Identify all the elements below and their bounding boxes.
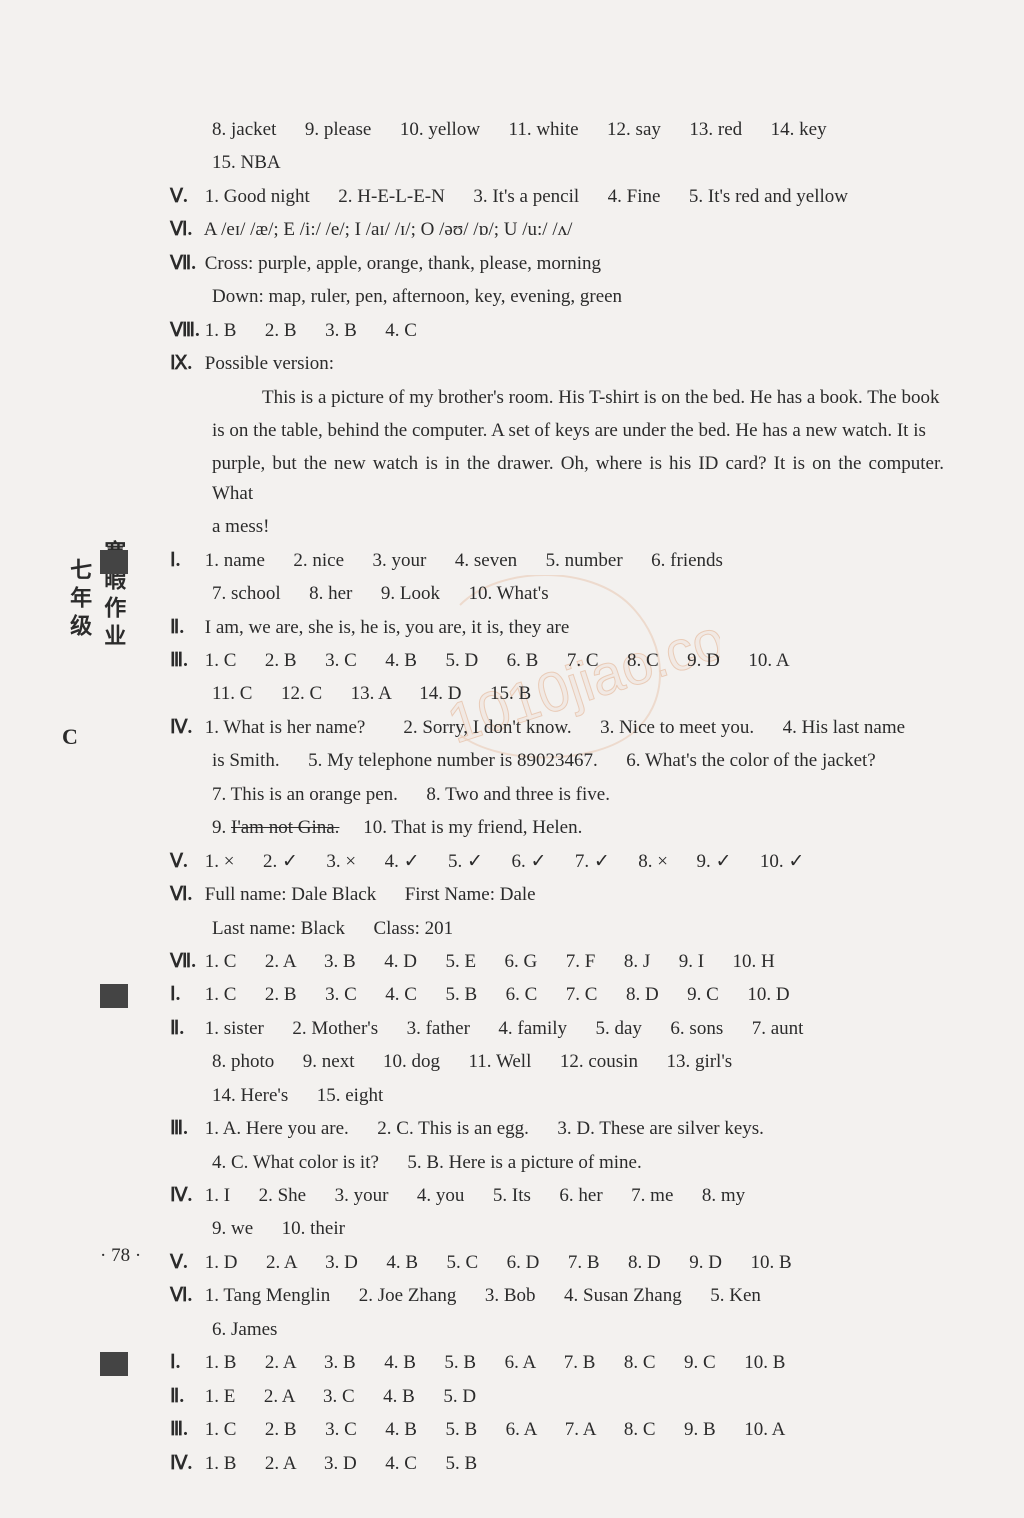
label-v: Ⅴ.	[170, 1248, 200, 1277]
ans-text: A /eɪ/ /æ/; E /i:/ /e/; I /aɪ/ /ɪ/; O /ə…	[204, 219, 573, 240]
label-ix: Ⅸ.	[170, 349, 200, 378]
label-viii: Ⅷ.	[170, 316, 200, 345]
ans-line: Ⅶ. 1. C 2. A 3. B 4. D 5. E 6. G 7. F 8.…	[170, 947, 944, 976]
ans-line: Ⅲ. 1. C 2. B 3. C 4. B 5. B 6. A 7. A 8.…	[170, 1415, 944, 1444]
label-iv: Ⅳ.	[170, 1181, 200, 1210]
ans-text: 1. D 2. A 3. D 4. B 5. C 6. D 7. B 8. D …	[205, 1252, 792, 1273]
ans-line: Ⅴ. 1. × 2. ✓ 3. × 4. ✓ 5. ✓ 6. ✓ 7. ✓ 8.…	[170, 847, 944, 876]
label-vi: Ⅵ.	[170, 880, 200, 909]
ans-line: Last name: Black Class: 201	[170, 914, 944, 943]
section-tag	[100, 550, 128, 574]
ans-line: Ⅲ. 1. C 2. B 3. C 4. B 5. D 6. B 7. C 8.…	[170, 646, 944, 675]
ans-text: 1. C 2. B 3. C 4. C 5. B 6. C 7. C 8. D …	[205, 984, 790, 1005]
ans-text: 1. name 2. nice 3. your 4. seven 5. numb…	[205, 550, 723, 571]
ans-line: Ⅷ. 1. B 2. B 3. B 4. C	[170, 316, 944, 345]
ans-line: Ⅲ. 1. A. Here you are. 2. C. This is an …	[170, 1114, 944, 1143]
ans-line: 6. James	[170, 1315, 944, 1344]
ans-line: Ⅰ. 1. B 2. A 3. B 4. B 5. B 6. A 7. B 8.…	[170, 1348, 944, 1377]
label-vi: Ⅵ.	[170, 1281, 200, 1310]
ans-text: Full name: Dale Black First Name: Dale	[205, 884, 536, 905]
paragraph: a mess!	[170, 512, 944, 541]
label-v: Ⅴ.	[170, 182, 200, 211]
ans-line: 9. I'am not Gina. 10. That is my friend,…	[170, 813, 944, 842]
page: 寒暇作业 七年级 C 1010jiao.com 8. jacket 9. ple…	[0, 0, 1024, 1518]
label-iii: Ⅲ.	[170, 646, 200, 675]
ans-line: Ⅵ. A /eɪ/ /æ/; E /i:/ /e/; I /aɪ/ /ɪ/; O…	[170, 215, 944, 244]
ans-text: Possible version:	[205, 353, 334, 374]
ans-text: 1. C 2. B 3. C 4. B 5. B 6. A 7. A 8. C …	[205, 1419, 786, 1440]
page-number: · 78 ·	[100, 1241, 141, 1270]
ans-text: 10. That is my friend, Helen.	[339, 817, 582, 838]
ans-line: 14. Here's 15. eight	[170, 1081, 944, 1110]
section-tag	[100, 984, 128, 1008]
ans-line: Ⅴ. 1. D 2. A 3. D 4. B 5. C 6. D 7. B 8.…	[170, 1248, 944, 1277]
label-ii: Ⅱ.	[170, 613, 200, 642]
ans-line: Ⅸ. Possible version:	[170, 349, 944, 378]
ans-line: Ⅵ. 1. Tang Menglin 2. Joe Zhang 3. Bob 4…	[170, 1281, 944, 1310]
ans-text: 1. Good night 2. H-E-L-E-N 3. It's a pen…	[205, 186, 848, 207]
label-i: Ⅰ.	[170, 980, 200, 1009]
label-iv: Ⅳ.	[170, 713, 200, 742]
ans-line: Ⅰ. 1. name 2. nice 3. your 4. seven 5. n…	[170, 546, 944, 575]
ans-line: 15. NBA	[170, 148, 944, 177]
ans-text: 1. × 2. ✓ 3. × 4. ✓ 5. ✓ 6. ✓ 7. ✓ 8. × …	[205, 851, 805, 872]
ans-line: Ⅱ. 1. E 2. A 3. C 4. B 5. D	[170, 1382, 944, 1411]
ans-text: 1. C 2. B 3. C 4. B 5. D 6. B 7. C 8. C …	[205, 650, 790, 671]
label-v: Ⅴ.	[170, 847, 200, 876]
ans-line: 4. C. What color is it? 5. B. Here is a …	[170, 1148, 944, 1177]
paragraph: is on the table, behind the computer. A …	[170, 416, 944, 445]
paragraph: purple, but the new watch is in the draw…	[170, 449, 944, 508]
paragraph: This is a picture of my brother's room. …	[170, 383, 944, 412]
label-iv: Ⅳ.	[170, 1449, 200, 1478]
label-iii: Ⅲ.	[170, 1415, 200, 1444]
ans-text: 1. E 2. A 3. C 4. B 5. D	[205, 1386, 476, 1407]
ans-line: Ⅶ. Cross: purple, apple, orange, thank, …	[170, 249, 944, 278]
ans-line: 8. photo 9. next 10. dog 11. Well 12. co…	[170, 1047, 944, 1076]
label-ii: Ⅱ.	[170, 1382, 200, 1411]
label-ii: Ⅱ.	[170, 1014, 200, 1043]
ans-line: Ⅰ. 1. C 2. B 3. C 4. C 5. B 6. C 7. C 8.…	[170, 980, 944, 1009]
side-label-text-2: 七年级	[62, 558, 96, 652]
ans-text: 1. sister 2. Mother's 3. father 4. famil…	[205, 1018, 804, 1039]
ans-line: 11. C 12. C 13. A 14. D 15. B	[170, 679, 944, 708]
label-iii: Ⅲ.	[170, 1114, 200, 1143]
content: 8. jacket 9. please 10. yellow 11. white…	[170, 115, 944, 1478]
ans-line: 7. This is an orange pen. 8. Two and thr…	[170, 780, 944, 809]
ans-line: Ⅱ. 1. sister 2. Mother's 3. father 4. fa…	[170, 1014, 944, 1043]
ans-line: is Smith. 5. My telephone number is 8902…	[170, 746, 944, 775]
ans-text: 1. Tang Menglin 2. Joe Zhang 3. Bob 4. S…	[205, 1285, 761, 1306]
ans-line: Ⅴ. 1. Good night 2. H-E-L-E-N 3. It's a …	[170, 182, 944, 211]
ans-line: Ⅳ. 1. What is her name? 2. Sorry, I don'…	[170, 713, 944, 742]
ans-line: 7. school 8. her 9. Look 10. What's	[170, 579, 944, 608]
ans-text: 1. B 2. A 3. B 4. B 5. B 6. A 7. B 8. C …	[205, 1352, 786, 1373]
strike-text: I'am not Gina.	[231, 817, 339, 838]
ans-text: 1. C 2. A 3. B 4. D 5. E 6. G 7. F 8. J …	[205, 951, 775, 972]
ans-line: 8. jacket 9. please 10. yellow 11. white…	[170, 115, 944, 144]
ans-text: 1. I 2. She 3. your 4. you 5. Its 6. her…	[205, 1185, 745, 1206]
section-d: Ⅰ. 1. B 2. A 3. B 4. B 5. B 6. A 7. B 8.…	[170, 1348, 944, 1478]
ans-text: 1. What is her name? 2. Sorry, I don't k…	[205, 717, 905, 738]
ans-line: Ⅵ. Full name: Dale Black First Name: Dal…	[170, 880, 944, 909]
ans-line: Ⅳ. 1. B 2. A 3. D 4. C 5. B	[170, 1449, 944, 1478]
side-label-c: C	[62, 720, 78, 754]
label-i: Ⅰ.	[170, 546, 200, 575]
ans-text: 1. A. Here you are. 2. C. This is an egg…	[205, 1118, 764, 1139]
ans-text: Cross: purple, apple, orange, thank, ple…	[205, 253, 601, 274]
section-b: Ⅰ. 1. name 2. nice 3. your 4. seven 5. n…	[170, 546, 944, 977]
ans-line: Ⅱ. I am, we are, she is, he is, you are,…	[170, 613, 944, 642]
label-vii: Ⅶ.	[170, 947, 200, 976]
ans-text: I am, we are, she is, he is, you are, it…	[205, 617, 570, 638]
ans-line: Ⅳ. 1. I 2. She 3. your 4. you 5. Its 6. …	[170, 1181, 944, 1210]
ans-line: Down: map, ruler, pen, afternoon, key, e…	[170, 282, 944, 311]
label-vii: Ⅶ.	[170, 249, 200, 278]
ans-line: 9. we 10. their	[170, 1214, 944, 1243]
label-vi: Ⅵ.	[170, 215, 200, 244]
section-c: Ⅰ. 1. C 2. B 3. C 4. C 5. B 6. C 7. C 8.…	[170, 980, 944, 1344]
ans-text: 9.	[212, 817, 231, 838]
ans-text: 1. B 2. A 3. D 4. C 5. B	[205, 1453, 477, 1474]
label-i: Ⅰ.	[170, 1348, 200, 1377]
ans-text: 1. B 2. B 3. B 4. C	[205, 320, 417, 341]
section-tag	[100, 1352, 128, 1376]
